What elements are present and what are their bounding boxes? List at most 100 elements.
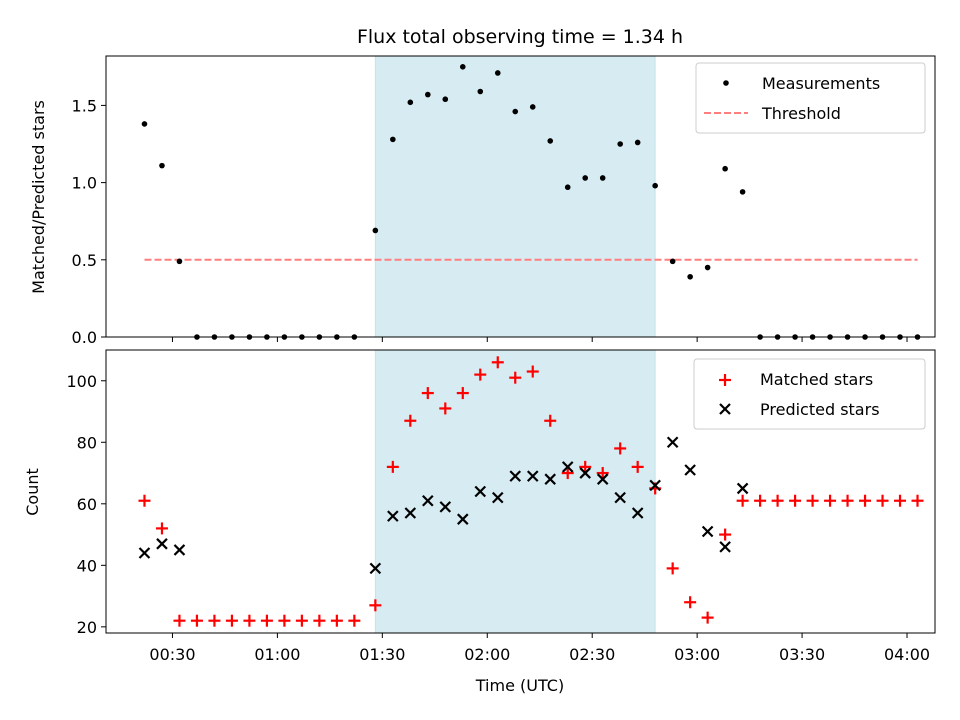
y-tick-label: 1.5 [72, 96, 97, 115]
measurement-point [617, 141, 623, 147]
predicted-star-point [474, 485, 487, 498]
matched-star-point [330, 614, 343, 627]
measurement-point [459, 64, 466, 70]
matched-star-point [369, 599, 382, 612]
measurement-point [722, 165, 728, 172]
predicted-star-point [439, 501, 452, 513]
top-legend-box [695, 62, 926, 134]
matched-star-point [491, 356, 504, 369]
top-legend: Measurements Threshold [695, 62, 926, 134]
matched-star-point [876, 494, 889, 507]
matched-star-point [404, 414, 417, 427]
matched-star-point [911, 494, 924, 507]
top-y-axis-label: Matched/Predicted stars [29, 100, 48, 294]
matched-star-point [439, 402, 452, 415]
measurement-point [739, 189, 746, 195]
measurement-point [599, 175, 606, 181]
matched-star-point [509, 371, 522, 384]
matched-star-point [544, 414, 557, 427]
predicted-star-point [509, 470, 522, 482]
measurement-point [687, 273, 693, 280]
y-tick-label: 1.0 [72, 174, 97, 193]
measurement-point [547, 138, 554, 144]
top-y-axis: 0.0 0.5 1.0 1.5 [72, 96, 106, 347]
matched-star-point [631, 460, 644, 473]
matched-star-point [348, 614, 361, 627]
bottom-legend: Matched stars Predicted stars [693, 358, 926, 430]
matched-star-point [260, 614, 273, 627]
matched-star-point [701, 611, 714, 624]
matched-stars-points [138, 356, 924, 627]
predicted-star-point [387, 510, 399, 522]
matched-star-point [684, 596, 697, 609]
predicted-star-point [684, 464, 696, 476]
matched-star-point [789, 494, 802, 507]
matched-star-point [474, 368, 487, 381]
top-x-axis-ticks [171, 337, 908, 342]
measurement-point [564, 184, 571, 191]
measurement-point [512, 108, 519, 115]
chart-title: Flux total observing time = 1.34 h [357, 26, 683, 48]
bottom-panel: 20 40 60 80 100 00:30 01:00 01:30 02:00 02:30 03:… [23, 349, 936, 695]
matched-star-point [456, 387, 469, 400]
predicted-star-point [736, 482, 749, 495]
matched-star-point [225, 614, 238, 627]
x-tick-label: 02:00 [464, 645, 510, 664]
predicted-stars-points [138, 436, 749, 575]
matched-star-point [313, 614, 326, 627]
measurement-point [477, 88, 484, 95]
matched-star-point [596, 467, 609, 480]
bottom-x-axis: 00:30 01:00 01:30 02:00 02:30 03:00 03:30 04:00 [149, 633, 930, 664]
legend-measurements-marker [723, 80, 729, 86]
predicted-star-point [561, 461, 574, 473]
bottom-shaded-span [374, 349, 656, 634]
bottom-y-axis-label: Count [23, 468, 42, 516]
legend-predicted-label: Predicted stars [760, 400, 880, 419]
matched-star-point [579, 460, 592, 473]
predicted-star-point [614, 491, 626, 504]
matched-star-point [243, 614, 256, 627]
legend-matched-label: Matched stars [760, 370, 873, 389]
predicted-star-point [544, 473, 557, 485]
matched-star-point [386, 460, 399, 473]
predicted-star-point [579, 467, 591, 479]
x-tick-label: 02:30 [569, 645, 615, 664]
matched-star-point [771, 494, 784, 507]
x-tick-label: 00:30 [149, 645, 195, 664]
predicted-star-point [457, 513, 469, 525]
measurement-point [582, 175, 589, 181]
predicted-star-point [666, 436, 679, 449]
matched-star-point [754, 494, 767, 507]
predicted-star-point [173, 544, 186, 556]
measurement-point [176, 258, 183, 265]
x-tick-label: 03:00 [674, 645, 720, 664]
legend-threshold-label: Threshold [761, 104, 841, 123]
measurement-point [704, 264, 711, 271]
top-panel: 0.0 0.5 1.0 1.5 Matched/Predicted stars Mea… [29, 55, 936, 347]
matched-star-point [421, 387, 434, 400]
matched-star-point [841, 494, 854, 507]
predicted-star-point [404, 507, 417, 519]
matched-star-point [173, 614, 186, 627]
y-tick-label: 80 [77, 433, 97, 452]
matched-star-point [138, 494, 151, 507]
predicted-star-point [596, 473, 609, 485]
top-shaded-span [374, 55, 656, 338]
y-tick-label: 0.5 [72, 251, 97, 270]
matched-star-point [561, 467, 574, 480]
x-tick-label: 01:00 [254, 645, 300, 664]
y-tick-label: 0.0 [72, 328, 97, 347]
matched-star-point [736, 494, 749, 507]
predicted-star-point [719, 541, 731, 553]
predicted-star-point [369, 562, 382, 575]
matched-star-point [614, 442, 627, 455]
legend-measurements-label: Measurements [762, 74, 880, 93]
measurement-point [159, 162, 165, 169]
x-tick-label: 01:30 [359, 645, 405, 664]
measurement-point [372, 227, 379, 234]
y-tick-label: 100 [66, 372, 97, 391]
predicted-star-point [701, 525, 714, 538]
matched-star-point [526, 365, 539, 378]
x-tick-label: 03:30 [779, 645, 825, 664]
